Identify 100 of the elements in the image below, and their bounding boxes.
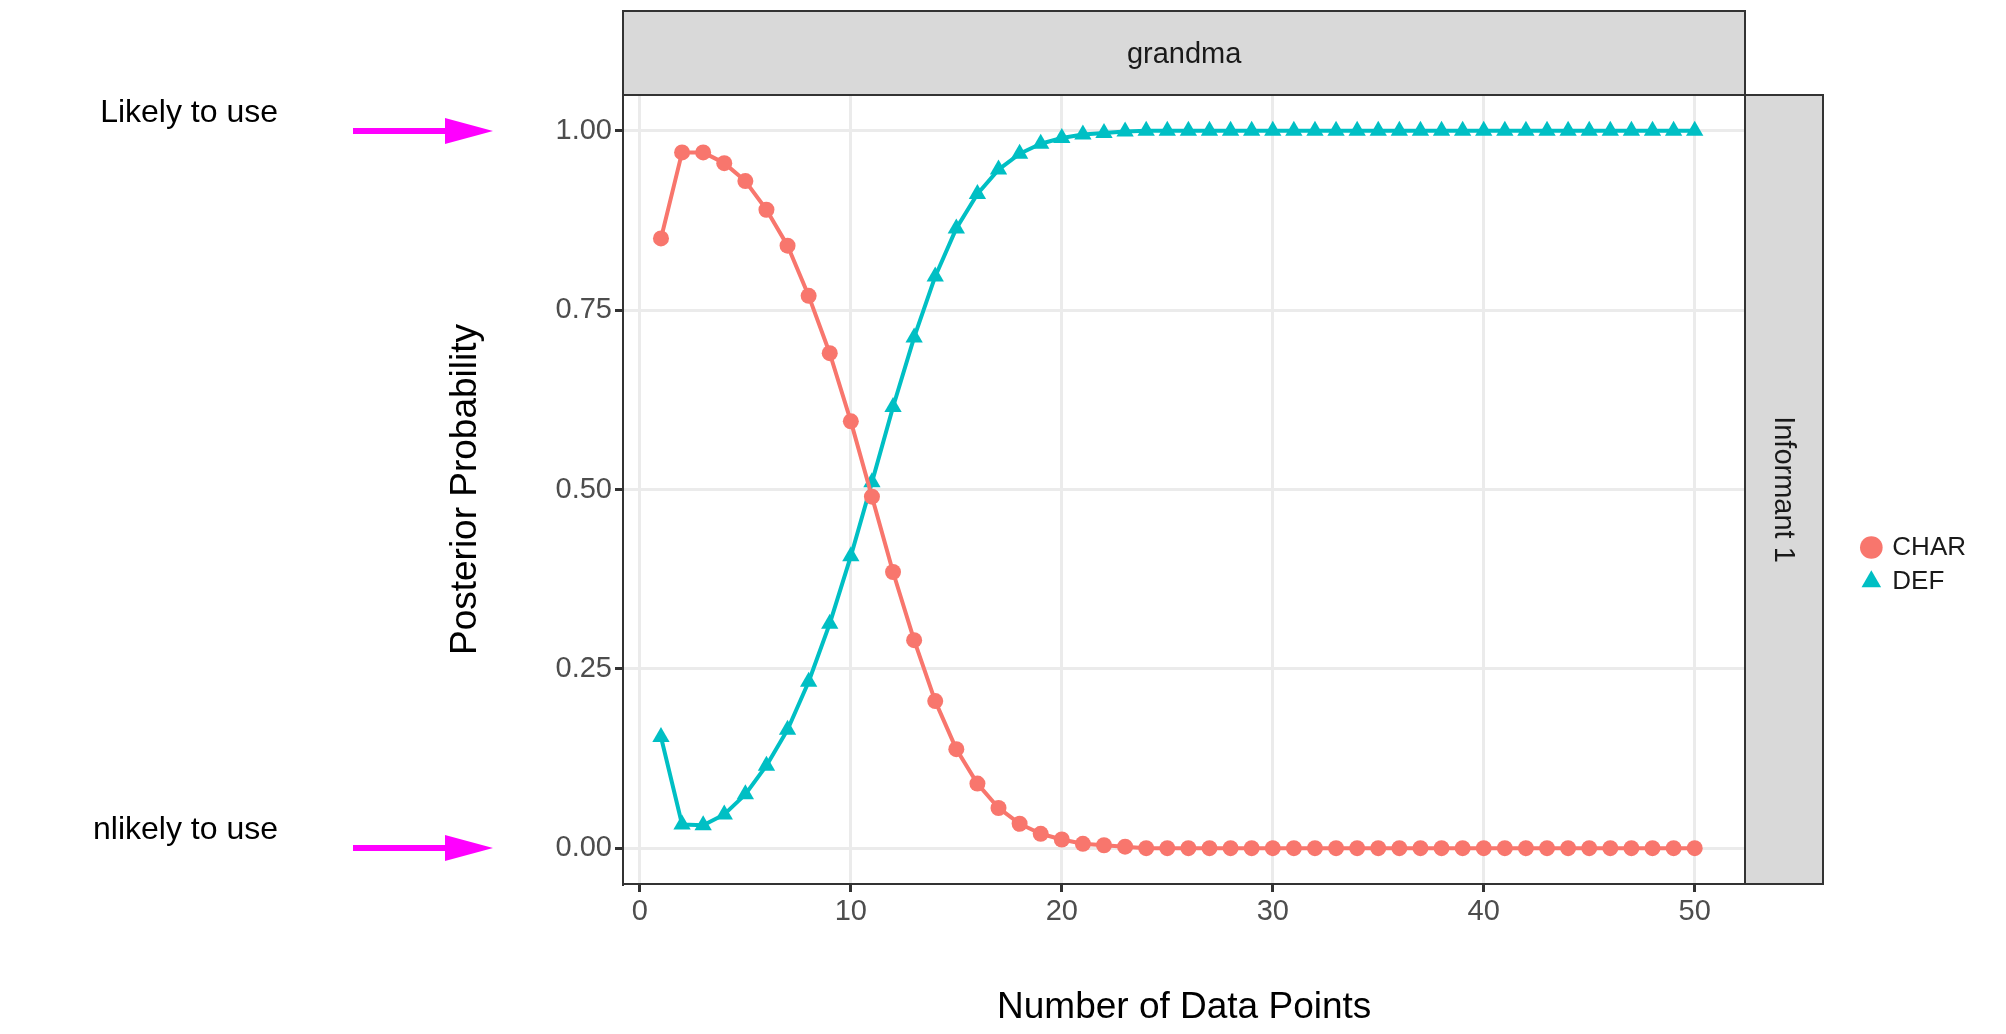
point xyxy=(1349,840,1366,857)
point xyxy=(1285,840,1302,857)
point xyxy=(990,799,1007,816)
point xyxy=(1116,121,1134,137)
point xyxy=(969,775,986,792)
point xyxy=(1201,840,1218,857)
point xyxy=(1200,120,1219,136)
point xyxy=(800,287,817,304)
point xyxy=(1138,840,1155,857)
point xyxy=(1643,120,1662,136)
point xyxy=(1622,120,1641,136)
point xyxy=(1032,825,1049,842)
point xyxy=(1412,840,1429,857)
point xyxy=(906,632,923,649)
point xyxy=(1559,120,1577,136)
y-tick-label: 0.25 xyxy=(555,650,612,683)
point xyxy=(1243,840,1260,857)
point xyxy=(821,613,839,629)
point xyxy=(927,693,944,710)
point xyxy=(1475,840,1492,857)
point xyxy=(1517,120,1535,136)
point xyxy=(1432,120,1451,136)
y-tick-label: 1.00 xyxy=(555,112,612,145)
point xyxy=(1665,840,1682,857)
y-tick-label: 0.50 xyxy=(555,471,612,504)
legend-label: CHAR xyxy=(1892,530,1966,561)
point xyxy=(1454,840,1471,857)
x-tick-label: 0 xyxy=(631,894,648,927)
point xyxy=(1159,840,1176,857)
point xyxy=(1221,120,1240,136)
point xyxy=(1496,120,1514,136)
y-axis-title: Posterior Probability xyxy=(443,323,485,656)
point xyxy=(1538,120,1556,136)
point xyxy=(1053,128,1071,144)
x-tick-label: 10 xyxy=(834,894,867,927)
text: nlikely to use xyxy=(93,810,278,848)
point xyxy=(1517,840,1534,857)
x-tick-label: 50 xyxy=(1678,894,1711,927)
point xyxy=(989,159,1008,175)
point xyxy=(1390,120,1409,136)
point xyxy=(1158,120,1176,136)
point xyxy=(1179,120,1198,136)
point xyxy=(842,546,860,562)
point xyxy=(1580,120,1598,136)
text: Likely to use xyxy=(100,92,278,130)
point xyxy=(1096,837,1112,854)
point xyxy=(1644,840,1661,857)
point xyxy=(1348,120,1366,136)
point xyxy=(947,218,965,234)
point xyxy=(1032,133,1050,149)
x-axis-title: Number of Data Points xyxy=(997,985,1372,1026)
point xyxy=(1560,840,1577,857)
point xyxy=(1433,840,1450,857)
point xyxy=(1010,143,1029,159)
y-tick-label: 0.00 xyxy=(555,830,612,863)
x-tick-label: 20 xyxy=(1045,894,1078,927)
point xyxy=(1074,835,1091,852)
point xyxy=(926,266,944,282)
point xyxy=(1264,120,1282,136)
point xyxy=(1327,120,1345,136)
point xyxy=(1496,840,1513,857)
point xyxy=(1601,120,1619,136)
chart-title: grandma xyxy=(622,10,1747,96)
point xyxy=(905,327,923,343)
point xyxy=(842,413,859,430)
point xyxy=(1391,840,1408,857)
point xyxy=(1137,120,1155,136)
point xyxy=(1370,840,1387,857)
point xyxy=(1222,840,1239,857)
point xyxy=(1264,840,1281,857)
point xyxy=(948,741,965,758)
point xyxy=(1053,831,1070,848)
point xyxy=(1306,120,1324,136)
point xyxy=(1306,840,1323,857)
point xyxy=(1686,840,1703,857)
point xyxy=(1539,840,1556,857)
x-tick-label: 40 xyxy=(1467,894,1500,927)
point xyxy=(1074,124,1092,140)
point xyxy=(1686,120,1704,136)
point xyxy=(1117,838,1134,855)
point xyxy=(1664,120,1683,136)
point xyxy=(1623,840,1640,857)
y-tick-label: 0.75 xyxy=(555,292,612,325)
point xyxy=(1095,123,1113,139)
point xyxy=(1602,840,1619,857)
point xyxy=(1243,120,1261,136)
point xyxy=(1453,120,1472,136)
point xyxy=(885,563,902,580)
point xyxy=(1475,120,1493,136)
point xyxy=(884,397,902,413)
point xyxy=(1369,120,1387,136)
point xyxy=(1581,840,1598,857)
legend-label: DEF xyxy=(1892,564,1945,595)
point xyxy=(1180,840,1197,857)
point xyxy=(1011,815,1028,832)
x-tick-label: 30 xyxy=(1256,894,1289,927)
point xyxy=(1328,840,1345,857)
point xyxy=(1285,120,1303,136)
point xyxy=(1411,120,1430,136)
point xyxy=(863,488,880,505)
